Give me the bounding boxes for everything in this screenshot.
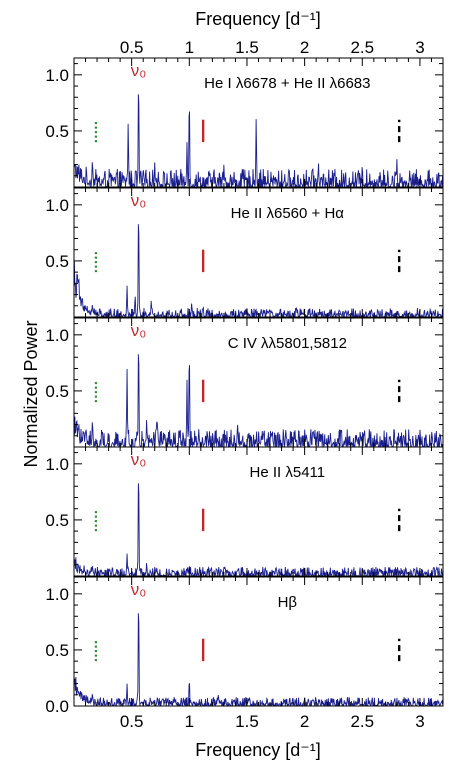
panel-4: 0.5 1.0 ν₀ He II λ5411 xyxy=(45,446,444,577)
top-x-tick-label: 2 xyxy=(300,38,309,57)
top-x-tick-label: 1.5 xyxy=(235,38,259,57)
spectrum-series xyxy=(74,354,443,447)
nu0-label: ν₀ xyxy=(131,191,147,210)
nu0-label: ν₀ xyxy=(131,321,147,340)
bottom-x-axis-title: Frequency [d⁻¹] xyxy=(195,740,321,760)
y-tick-label: 1.0 xyxy=(45,196,69,215)
bottom-x-tick-label: 2 xyxy=(300,712,309,731)
nu0-label: ν₀ xyxy=(131,580,147,599)
panels-group: 0.5 1.0 ν₀ He I λ6678 + He II λ6683 0.5 1.0 ν₀… xyxy=(45,38,444,731)
y-tick-label: 1.0 xyxy=(45,326,69,345)
spectrum-series xyxy=(74,613,443,706)
bottom-x-tick-label: 0.5 xyxy=(120,712,144,731)
top-x-axis-title: Frequency [d⁻¹] xyxy=(195,9,321,29)
y-axis-title: Normalized Power xyxy=(21,320,41,467)
y-tick-label: 0.5 xyxy=(45,122,69,141)
y-tick-label: 0.5 xyxy=(45,382,69,401)
bottom-x-tick-label: 2.5 xyxy=(350,712,374,731)
top-x-tick-label: 1 xyxy=(185,38,194,57)
panel-2: 0.5 1.0 ν₀ He II λ6560 + Hα xyxy=(45,187,444,318)
panel-label: C IV λλ5801,5812 xyxy=(228,335,347,352)
top-x-tick-label: 2.5 xyxy=(350,38,374,57)
bottom-x-tick-label: 1.5 xyxy=(235,712,259,731)
bottom-x-tick-label: 1 xyxy=(185,712,194,731)
nu0-label: ν₀ xyxy=(131,61,147,80)
top-x-tick-label: 3 xyxy=(415,38,424,57)
spectrum-series xyxy=(74,224,443,317)
y-tick-label: 1.0 xyxy=(45,585,69,604)
panel-frame xyxy=(73,576,444,707)
panel-5: 0.0 0.5 1.0 ν₀ Hβ xyxy=(45,576,444,716)
panel-label: He II λ6560 + Hα xyxy=(231,205,345,222)
top-x-tick-label: 0.5 xyxy=(120,38,144,57)
panel-label: Hβ xyxy=(278,594,298,611)
panel-3: 0.5 1.0 ν₀ C IV λλ5801,5812 xyxy=(45,317,444,448)
y-tick-label: 0.0 xyxy=(45,697,69,716)
spectrum-series xyxy=(74,483,443,576)
nu0-label: ν₀ xyxy=(131,450,147,469)
y-tick-label: 1.0 xyxy=(45,455,69,474)
panel-1: 0.5 1.0 ν₀ He I λ6678 + He II λ6683 xyxy=(45,57,444,188)
y-tick-label: 1.0 xyxy=(45,66,69,85)
panel-label: He I λ6678 + He II λ6683 xyxy=(204,75,370,92)
panel-label: He II λ5411 xyxy=(250,464,326,481)
y-tick-label: 0.5 xyxy=(45,252,69,271)
y-tick-label: 0.5 xyxy=(45,511,69,530)
y-tick-label: 0.5 xyxy=(45,641,69,660)
bottom-x-tick-label: 3 xyxy=(415,712,424,731)
spectrum-series xyxy=(74,94,443,187)
